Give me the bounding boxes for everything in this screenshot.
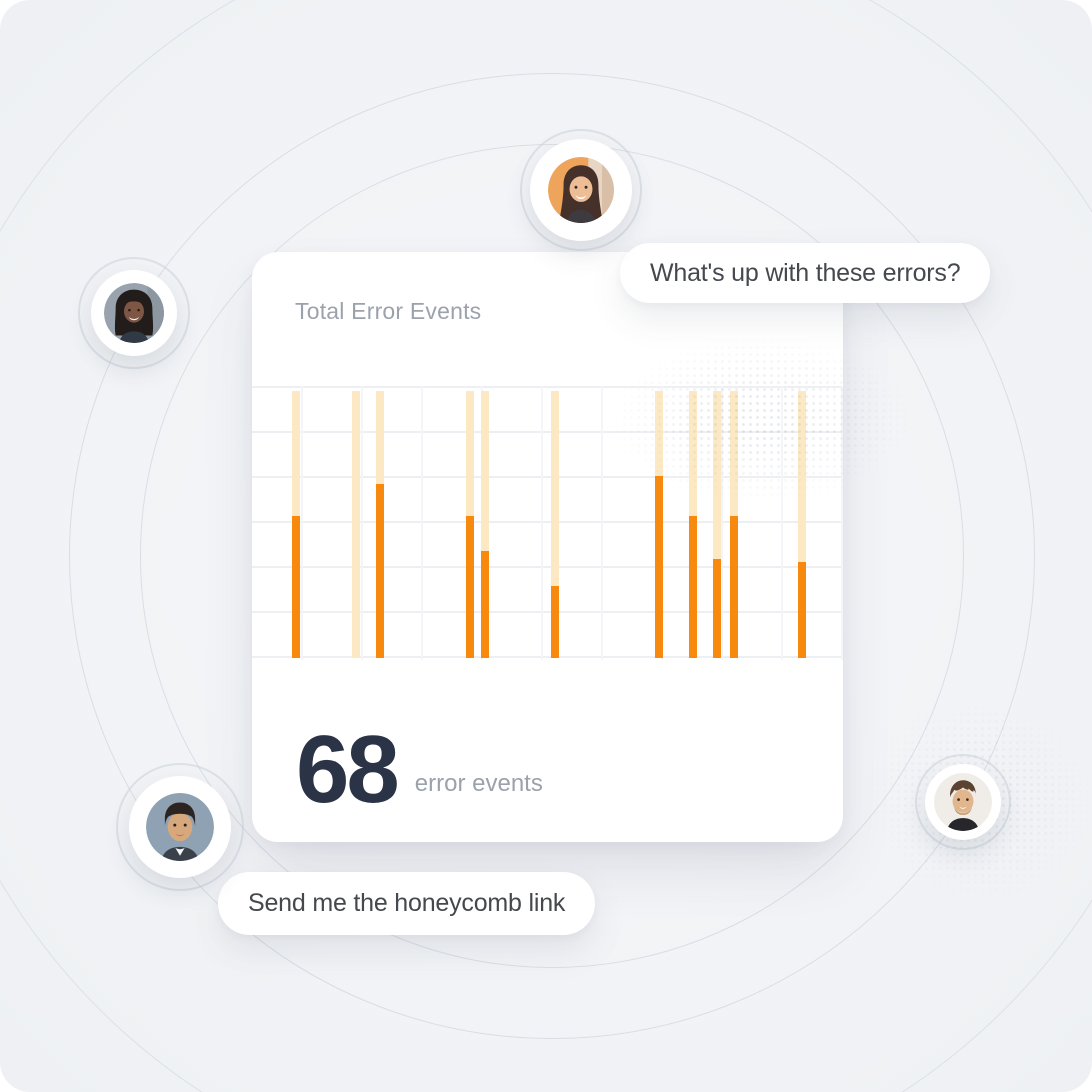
h-gridline [252, 476, 843, 478]
chat-bubble-bottom-text: Send me the honeycomb link [248, 889, 566, 917]
avatar-ring [116, 763, 244, 891]
avatar-bottom-right [915, 754, 1011, 850]
avatar-photo-man-dark-hair [146, 793, 214, 861]
avatar-bottom-left [116, 763, 244, 891]
total-events-bar [655, 391, 663, 658]
card-title: Total Error Events [295, 298, 482, 324]
error-events-bar-segment [466, 516, 474, 658]
error-events-bar-segment [292, 516, 300, 658]
total-events-bar [481, 391, 489, 658]
avatar-ring [915, 754, 1011, 850]
error-events-bar-segment [798, 562, 806, 658]
error-events-card: Total Error Events 68 error events [252, 252, 843, 842]
total-events-bar [352, 391, 360, 658]
error-events-bar-chart [252, 386, 843, 660]
error-events-bar-segment [481, 551, 489, 658]
avatar-photo-woman-orange [548, 157, 614, 223]
total-events-bar [798, 391, 806, 658]
total-events-bar [689, 391, 697, 658]
chat-bubble-top-text: What's up with these errors? [650, 258, 961, 287]
avatar-top [520, 129, 642, 251]
total-events-bar [376, 391, 384, 658]
h-gridline [252, 566, 843, 568]
error-events-bar-segment [655, 476, 663, 658]
total-events-bar [292, 391, 300, 658]
total-events-bar [551, 391, 559, 658]
h-gridline [252, 431, 843, 433]
v-gridline [721, 386, 723, 660]
total-events-bar [730, 391, 738, 658]
stat-value: 68 [296, 716, 400, 823]
avatar-ring [520, 129, 642, 251]
orbit-circle-outer [69, 73, 1035, 1039]
avatar-photo-woman-curly [104, 283, 164, 343]
stat-row: 68 error events [296, 722, 543, 818]
v-gridline [601, 386, 603, 660]
v-gridline [361, 386, 363, 660]
v-gridline [781, 386, 783, 660]
h-gridline [252, 656, 843, 658]
error-events-bar-segment [689, 516, 697, 658]
chat-bubble-top: What's up with these errors? [620, 243, 991, 303]
v-gridline [421, 386, 423, 660]
avatar-photo-man-beard [934, 773, 992, 831]
h-gridline [252, 611, 843, 613]
error-events-bar-segment [730, 516, 738, 658]
total-events-bar [713, 391, 721, 658]
h-gridline [252, 386, 843, 388]
total-events-bar [466, 391, 474, 658]
v-gridline [841, 386, 843, 660]
avatar-ring [78, 257, 190, 369]
stat-label: error events [414, 770, 543, 797]
error-events-bar-segment [376, 484, 384, 658]
v-gridline [301, 386, 303, 660]
avatar-left [78, 257, 190, 369]
chat-bubble-bottom: Send me the honeycomb link [218, 872, 596, 935]
h-gridline [252, 521, 843, 523]
v-gridline [541, 386, 543, 660]
error-events-bar-segment [551, 586, 559, 658]
error-events-bar-segment [713, 559, 721, 658]
